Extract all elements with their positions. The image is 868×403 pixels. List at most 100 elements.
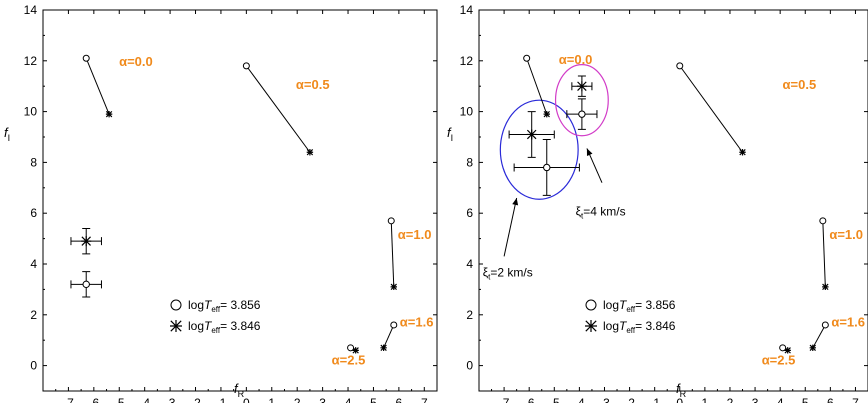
x-tick-label: -2 <box>624 396 635 403</box>
point-star <box>352 347 359 354</box>
legend-log: log <box>188 298 204 312</box>
legend-label: logTeff= 3.846 <box>603 319 676 335</box>
x-tick-label: 0 <box>243 396 250 403</box>
legend-value: = 3.846 <box>635 319 676 333</box>
legend-label: logTeff= 3.846 <box>188 319 261 335</box>
x-axis-title: fR <box>676 381 687 399</box>
highlight-ellipse <box>499 99 579 200</box>
y-tick-label: 12 <box>24 54 38 68</box>
x-tick-label: -1 <box>216 396 227 403</box>
point-circle <box>819 217 827 225</box>
xi-symbol: ξ <box>576 205 582 219</box>
legend-sub: eff <box>626 305 636 314</box>
alpha-label: α=2.5 <box>762 352 796 367</box>
point-circle <box>387 217 395 225</box>
alpha-label: α=0.0 <box>559 52 593 67</box>
x-tick-label: 5 <box>802 396 809 403</box>
point-star <box>543 110 550 118</box>
legend-var: T <box>204 298 213 312</box>
x-tick-label: 2 <box>294 396 301 403</box>
legend-log: log <box>188 319 204 333</box>
point-star <box>390 283 397 291</box>
point-circle <box>82 54 90 62</box>
legend-circle-marker <box>170 299 182 311</box>
legend-var: T <box>619 319 628 333</box>
legend-log: log <box>603 319 619 333</box>
alpha-label: α=0.5 <box>783 77 817 92</box>
y-tick-label: 14 <box>24 3 38 17</box>
alpha-label: α=0.0 <box>119 54 153 69</box>
y-tick-label: 2 <box>466 308 473 322</box>
point-circle <box>821 321 829 329</box>
plot-frame <box>478 9 868 392</box>
y-tick-label: 0 <box>30 359 37 373</box>
point-star <box>822 283 829 291</box>
x-tick-label: -3 <box>165 396 176 403</box>
pair-connector <box>383 324 395 349</box>
y-axis-title: fI <box>4 125 10 143</box>
legend-var: T <box>619 298 628 312</box>
point-star <box>739 149 746 156</box>
xi-annotation: ξt=4 km/s <box>576 205 626 221</box>
legend-label: logTeff= 3.856 <box>188 298 261 314</box>
x-tick-label: 4 <box>777 396 784 403</box>
alpha-label: α=1.0 <box>829 227 863 242</box>
point-circle <box>242 62 250 70</box>
y-tick-label: 6 <box>466 206 473 220</box>
point-circle <box>347 344 355 352</box>
legend-sub: eff <box>211 305 221 314</box>
alpha-label: α=0.5 <box>296 77 330 92</box>
alpha-label: α=1.0 <box>398 227 432 242</box>
y-axis-title-sub: I <box>8 133 11 143</box>
error-point-star <box>576 81 587 92</box>
alpha-label: α=1.6 <box>400 314 434 329</box>
x-tick-label: 4 <box>345 396 352 403</box>
xi-value: =4 km/s <box>583 205 625 219</box>
pair-connector <box>85 58 110 115</box>
error-point-star <box>81 236 92 247</box>
point-circle <box>676 62 684 70</box>
legend: logTeff= 3.856 logTeff= 3.846 <box>170 298 261 335</box>
error-point-circle <box>82 280 90 289</box>
annotation-arrowhead <box>512 197 519 206</box>
x-tick-label: 7 <box>852 396 859 403</box>
x-tick-label: 0 <box>676 396 683 403</box>
x-tick-label: 3 <box>752 396 759 403</box>
y-tick-label: 10 <box>460 105 474 119</box>
x-tick-label: -4 <box>574 396 585 403</box>
legend-label: logTeff= 3.856 <box>603 298 676 314</box>
x-tick-label: -4 <box>139 396 150 403</box>
legend-sub: eff <box>211 326 221 335</box>
x-tick-label: 1 <box>268 396 275 403</box>
plot-frame <box>42 9 438 392</box>
pair-connector <box>245 65 311 153</box>
highlight-ellipse <box>554 64 609 137</box>
point-star <box>306 149 314 156</box>
point-circle <box>390 321 398 329</box>
x-axis-title-sub: R <box>238 389 245 399</box>
x-tick-label: 2 <box>727 396 734 403</box>
legend-star-marker <box>170 320 182 332</box>
xi-subscript: t <box>581 212 584 221</box>
y-axis-title: fI <box>447 125 453 143</box>
legend-value: = 3.856 <box>635 298 676 312</box>
y-tick-label: 6 <box>30 206 37 220</box>
pair-connector <box>812 324 826 349</box>
y-tick-label: 8 <box>466 155 473 169</box>
point-star <box>784 347 791 354</box>
x-axis-title: fR <box>234 381 245 399</box>
x-tick-label: 7 <box>421 396 428 403</box>
x-tick-label: 6 <box>827 396 834 403</box>
x-tick-label: -6 <box>524 396 535 403</box>
alpha-label: α=1.6 <box>831 314 865 329</box>
legend-log: log <box>603 298 619 312</box>
y-tick-label: 14 <box>460 3 474 17</box>
pair-connector <box>822 220 826 287</box>
y-tick-label: 8 <box>30 155 37 169</box>
x-tick-label: 6 <box>396 396 403 403</box>
legend-circle-marker <box>585 299 597 311</box>
pair-connector <box>390 220 395 287</box>
x-axis-title-sub: R <box>680 389 687 399</box>
point-circle <box>779 344 787 352</box>
